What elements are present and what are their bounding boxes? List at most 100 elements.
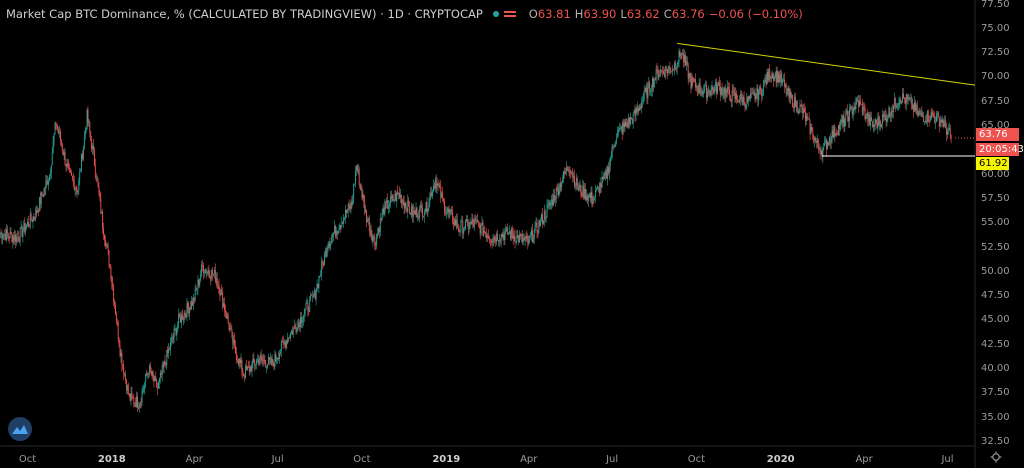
candle [83, 136, 85, 148]
low-label: L [620, 7, 627, 21]
candle [382, 208, 384, 213]
candle [573, 175, 575, 178]
tradingview-logo-icon[interactable] [8, 417, 32, 441]
candle [2, 237, 4, 239]
candle [943, 121, 945, 127]
candle [222, 292, 224, 307]
candle [257, 359, 258, 361]
candle [66, 163, 68, 167]
candle [888, 107, 890, 119]
candle [702, 92, 704, 95]
candle [115, 304, 116, 315]
candle [224, 303, 225, 311]
candle [502, 234, 504, 238]
candle [263, 359, 265, 361]
candle [170, 338, 172, 342]
candle [714, 86, 716, 93]
candle [875, 119, 877, 124]
candle [804, 108, 806, 113]
candle [664, 66, 666, 77]
candle [181, 314, 183, 321]
candle [894, 98, 896, 107]
gear-icon[interactable] [990, 451, 1002, 463]
candle [87, 109, 89, 123]
open-value: 63.81 [537, 7, 571, 21]
candle [938, 116, 940, 127]
candle [728, 87, 729, 89]
candle [156, 379, 158, 388]
candle [282, 342, 284, 344]
candle [889, 107, 891, 115]
candle [277, 357, 279, 360]
candle [384, 201, 386, 215]
candle [942, 120, 944, 127]
symbol-legend[interactable]: Market Cap BTC Dominance, % (CALCULATED … [6, 5, 803, 23]
line-level-tag: 61.92 [976, 157, 1009, 170]
candle [258, 361, 260, 365]
candle [760, 86, 762, 90]
candle [314, 290, 316, 300]
candle [388, 206, 389, 209]
candle [551, 199, 553, 204]
candle [401, 199, 403, 204]
candle [267, 364, 269, 368]
candle [409, 206, 411, 214]
candle [101, 211, 103, 214]
candle [12, 236, 14, 243]
candle [339, 225, 341, 230]
candle [324, 250, 326, 255]
candle [390, 196, 392, 199]
candle [931, 112, 933, 115]
candle [118, 338, 120, 347]
candle [832, 130, 834, 138]
candle [16, 236, 17, 242]
candle [34, 218, 36, 220]
candle [824, 140, 826, 144]
candle [645, 87, 647, 93]
candle [899, 99, 901, 103]
candle [287, 337, 289, 344]
candle [310, 295, 312, 300]
candle [495, 239, 497, 243]
candle [252, 358, 254, 363]
candle [108, 250, 110, 266]
candle [904, 99, 906, 104]
candle [616, 137, 618, 141]
candle [852, 111, 854, 115]
candle [301, 317, 302, 323]
candle [476, 220, 478, 223]
candle [930, 112, 932, 121]
candle [361, 190, 363, 198]
candle [831, 130, 833, 142]
symbol-title[interactable]: Market Cap BTC Dominance, % (CALCULATED … [6, 7, 483, 21]
candle [684, 55, 686, 66]
candle [126, 379, 127, 391]
candle [161, 365, 163, 375]
hide-series-icon[interactable] [503, 9, 517, 19]
candle [675, 68, 677, 69]
candle [349, 205, 351, 209]
candle [144, 382, 146, 388]
candle [864, 108, 866, 119]
candle [308, 311, 310, 312]
candle [795, 101, 797, 108]
candle [857, 99, 859, 101]
candle [484, 231, 486, 233]
candle [609, 157, 611, 166]
candle [738, 102, 740, 103]
candle [805, 112, 806, 122]
candle [58, 128, 60, 134]
candle [25, 227, 27, 233]
candle [826, 140, 828, 149]
candle [654, 79, 656, 81]
candle [559, 182, 561, 191]
candle [247, 366, 249, 367]
candle [289, 338, 291, 339]
trendline[interactable] [677, 42, 976, 86]
candle [168, 348, 170, 353]
candle [503, 234, 505, 241]
candle [334, 225, 335, 234]
time-axis-label: Apr [855, 454, 873, 465]
price-axis-label: 70.00 [981, 71, 1010, 83]
